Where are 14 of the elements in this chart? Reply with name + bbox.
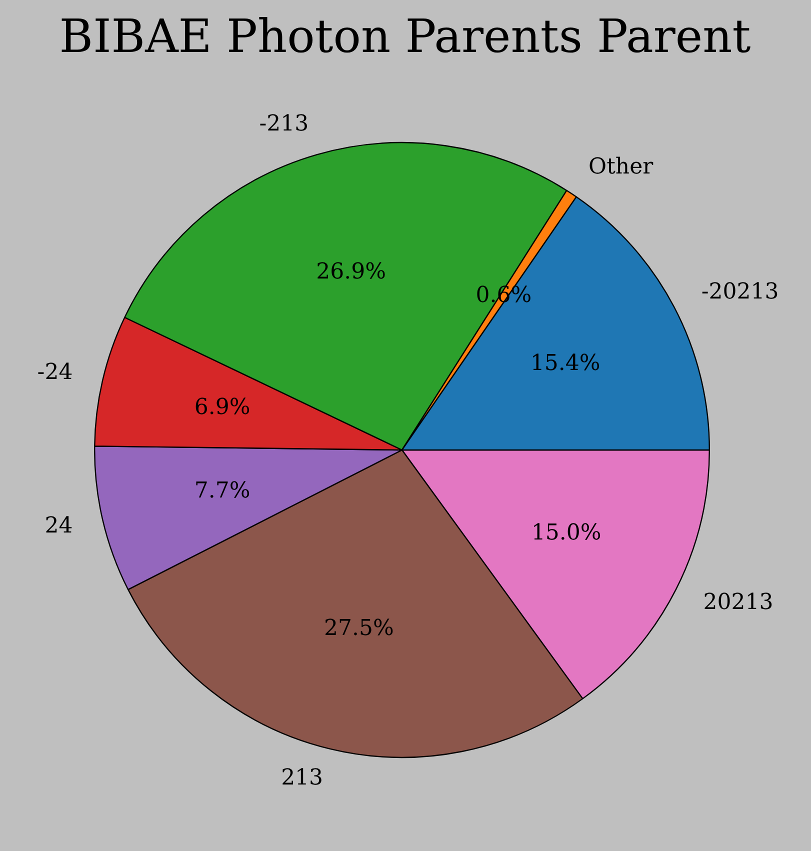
data-label: 15.4% [530,350,600,376]
slice-label: -20213 [701,279,779,304]
slice-label: -24 [37,360,73,385]
slice-label: Other [588,154,654,180]
chart-title: BIBAE Photon Parents Parent [59,8,752,63]
data-label: 27.5% [324,616,394,642]
data-label: 6.9% [194,394,250,420]
data-label: 7.7% [194,478,250,504]
slice-label: 213 [281,766,324,791]
data-label: 15.0% [531,520,602,546]
slice-label: 20213 [703,590,774,616]
slice-label: -213 [259,112,309,137]
data-label: 26.9% [316,259,386,284]
slice-label: 24 [44,514,73,539]
